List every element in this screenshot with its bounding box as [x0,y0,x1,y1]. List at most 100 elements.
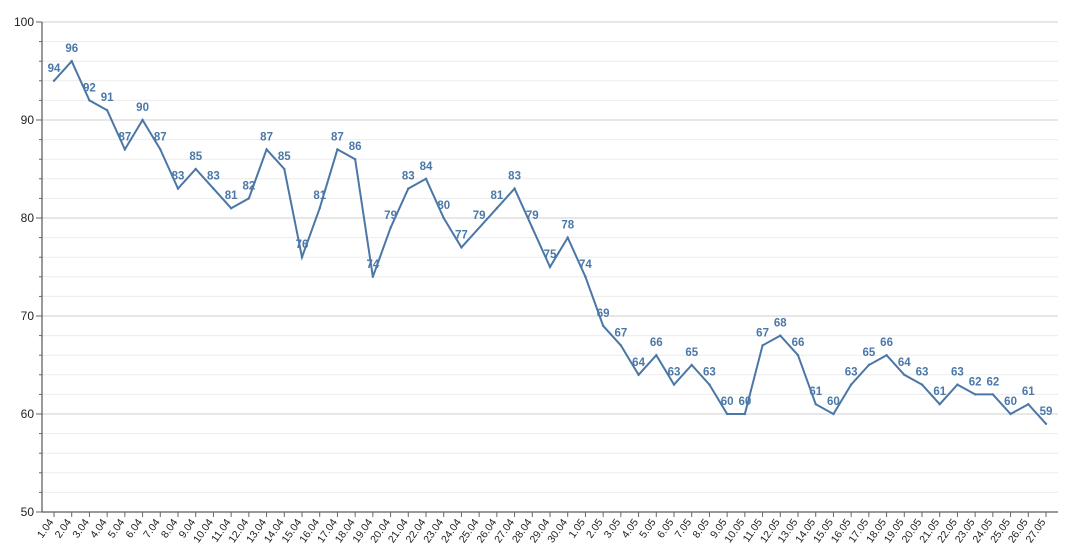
data-label: 63 [703,367,716,379]
data-point [105,109,109,112]
data-labels: 94 96 92 91 87 90 87 83 85 83 81 82 87 85 76 81 87 86 74 79… [48,43,1053,418]
data-point [52,79,56,83]
data-label: 79 [384,210,397,222]
x-tick-label: 6.04 [123,517,145,541]
data-label: 79 [473,210,486,222]
data-label: 77 [455,229,468,241]
x-tick-label: 6.05 [655,517,677,541]
x-tick-label: 4.05 [619,517,641,541]
data-label: 65 [862,347,875,359]
data-point [725,412,729,416]
data-point [690,363,693,367]
data-label: 92 [83,82,96,94]
data-point [1044,422,1048,425]
data-label: 82 [242,180,255,192]
data-label: 66 [792,337,805,349]
data-label: 65 [685,347,698,359]
data-point [495,207,499,210]
x-tick-label: 3.04 [70,517,92,541]
data-point [176,187,180,190]
data-point [938,403,941,406]
x-tick-label: 5.04 [106,517,128,541]
data-point [920,383,924,386]
data-label: 67 [756,327,769,339]
data-label: 60 [1004,396,1017,408]
y-tick-labels: 50 60 70 80 90 100 [14,15,34,519]
data-point [1027,403,1030,406]
y-tick-label: 90 [21,113,35,127]
data-point [442,216,445,220]
data-label: 63 [668,367,681,379]
x-tick-label: 2.05 [584,517,606,541]
x-tick-label: 2.04 [53,517,75,541]
data-point [300,256,304,259]
data-point [265,148,268,151]
data-point [814,403,817,406]
data-label: 85 [189,151,202,163]
data-label: 90 [136,102,149,114]
data-label: 87 [260,131,273,143]
data-label: 83 [508,171,521,183]
data-point [973,393,977,396]
data-label: 66 [650,337,663,349]
data-label: 61 [1022,386,1035,398]
data-point [194,167,197,171]
data-point [531,226,534,229]
data-point [371,275,375,278]
x-tick-label: 7.05 [673,517,695,541]
x-tick-label: 27.05 [1024,517,1049,546]
data-point [159,148,162,151]
data-label: 87 [118,131,131,143]
data-point [655,354,658,357]
data-point [548,265,552,269]
data-point [229,207,233,210]
data-point [123,148,127,151]
x-tick-label: 30.04 [545,517,570,546]
data-label: 94 [48,63,61,75]
x-tick-label: 3.05 [602,517,624,541]
x-tick-label: 4.04 [88,517,110,541]
data-point [318,207,321,210]
data-point [991,393,995,396]
data-label: 79 [526,210,539,222]
y-tick-label: 60 [21,407,35,421]
data-point [353,158,357,161]
data-point [885,354,888,357]
data-label: 69 [597,308,610,320]
data-label: 76 [296,239,309,251]
data-point [672,383,676,386]
data-label: 86 [349,141,362,153]
data-point [849,383,853,386]
data-point [70,60,73,63]
y-tick-label: 80 [21,211,35,225]
data-label: 60 [738,396,751,408]
data-point [389,226,392,229]
data-label: 62 [986,376,999,388]
data-point [832,412,835,416]
data-point [867,363,871,367]
data-label: 63 [916,367,929,379]
data-label: 63 [845,367,858,379]
data-point [743,412,747,416]
y-tick-label: 50 [21,505,35,519]
gridlines [42,21,1058,513]
data-point [460,246,463,249]
data-point [761,344,764,347]
data-label: 87 [154,131,167,143]
data-label: 83 [172,171,185,183]
data-label: 60 [827,396,840,408]
y-tick-label: 70 [21,309,35,323]
data-label: 67 [614,327,627,339]
data-point [1009,412,1012,416]
data-label: 62 [969,376,982,388]
data-point [424,177,428,180]
data-point [956,383,959,386]
data-label: 64 [632,357,645,369]
data-label: 63 [951,367,964,379]
data-point [513,187,516,190]
data-point [336,148,339,151]
data-point [903,373,906,376]
data-point [708,383,711,386]
